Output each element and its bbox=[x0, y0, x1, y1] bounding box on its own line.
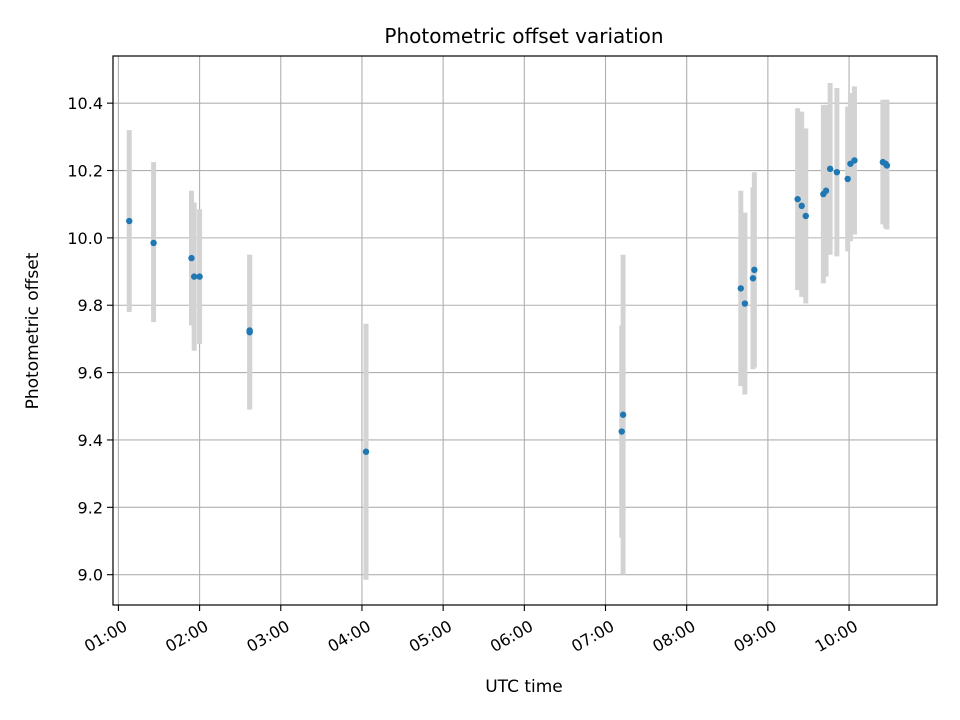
chart-title: Photometric offset variation bbox=[384, 24, 663, 48]
data-point bbox=[844, 175, 851, 183]
y-tick-label: 9.2 bbox=[78, 498, 103, 517]
data-point bbox=[196, 273, 203, 280]
data-point bbox=[802, 212, 809, 220]
data-point bbox=[794, 195, 801, 203]
y-tick-label: 9.0 bbox=[78, 566, 103, 585]
data-point bbox=[751, 266, 758, 274]
y-axis-title: Photometric offset bbox=[23, 252, 43, 409]
data-point bbox=[190, 273, 198, 280]
y-tick-label: 9.4 bbox=[78, 431, 103, 450]
data-point bbox=[737, 285, 745, 292]
data-point bbox=[749, 275, 757, 282]
data-point bbox=[618, 428, 625, 435]
y-tick-label: 10.0 bbox=[67, 229, 103, 248]
data-points bbox=[126, 157, 891, 455]
data-point bbox=[826, 165, 834, 173]
grid-lines bbox=[113, 56, 937, 605]
plot-frame bbox=[112, 55, 938, 606]
data-point bbox=[833, 168, 841, 176]
data-point bbox=[619, 411, 627, 418]
data-point bbox=[362, 448, 370, 455]
data-point bbox=[188, 254, 195, 262]
y-tick-label: 10.2 bbox=[67, 162, 103, 181]
y-tick-label: 10.4 bbox=[67, 94, 103, 113]
data-point bbox=[851, 157, 858, 164]
y-tick-label: 9.6 bbox=[78, 364, 103, 383]
data-point bbox=[883, 162, 891, 169]
y-axis-ticks: 9.0 9.2 9.4 9.6 9.8 10.0 10.2 10.4 bbox=[67, 94, 113, 585]
data-point bbox=[798, 202, 805, 210]
data-point bbox=[150, 239, 157, 247]
data-point bbox=[126, 217, 133, 225]
y-tick-label: 9.8 bbox=[78, 296, 103, 315]
data-point bbox=[741, 300, 749, 307]
x-axis-title: UTC time bbox=[485, 677, 563, 697]
data-point bbox=[822, 187, 830, 194]
data-point bbox=[246, 327, 253, 334]
